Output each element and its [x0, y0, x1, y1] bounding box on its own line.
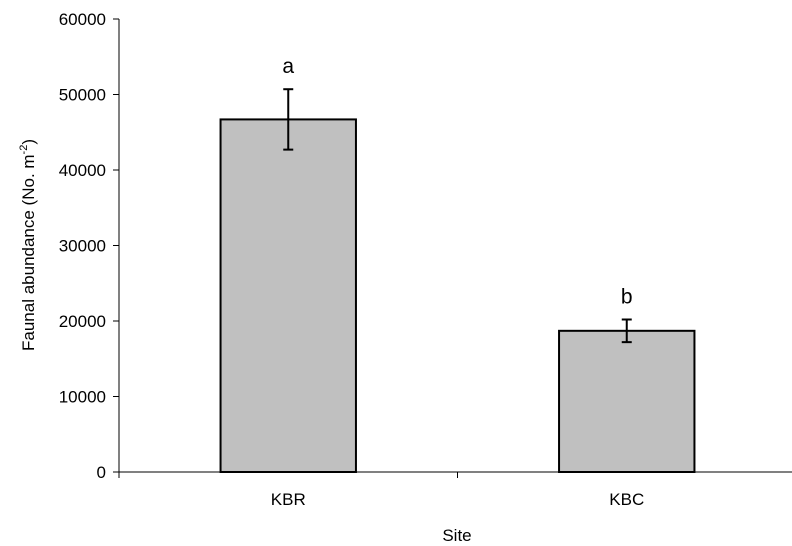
y-tick-label: 40000 [59, 161, 106, 180]
bar-kbc [558, 329, 696, 473]
y-axis-title: Faunal abundance (No. m-2) [18, 139, 38, 351]
bars: ab [219, 55, 696, 473]
error-bar-kbc [621, 318, 632, 344]
x-axis-title: Site [442, 526, 471, 545]
bar-kbr [219, 118, 357, 473]
x-tick-label: KBC [609, 490, 644, 509]
y-tick-label: 50000 [59, 86, 106, 105]
x-tick-label: KBR [271, 490, 306, 509]
y-tick-label: 20000 [59, 312, 106, 331]
y-tick-label: 10000 [59, 388, 106, 407]
significance-letter-kbc: b [621, 285, 633, 308]
significance-letter-kbr: a [282, 55, 294, 78]
x-axis: KBR KBC [118, 471, 792, 509]
error-bar-kbr [283, 88, 294, 151]
y-tick-label: 30000 [59, 237, 106, 256]
y-tick-label: 0 [97, 463, 106, 482]
y-tick-label: 60000 [59, 10, 106, 29]
y-axis: 0 10000 20000 30000 40000 50000 60000 [59, 10, 120, 482]
